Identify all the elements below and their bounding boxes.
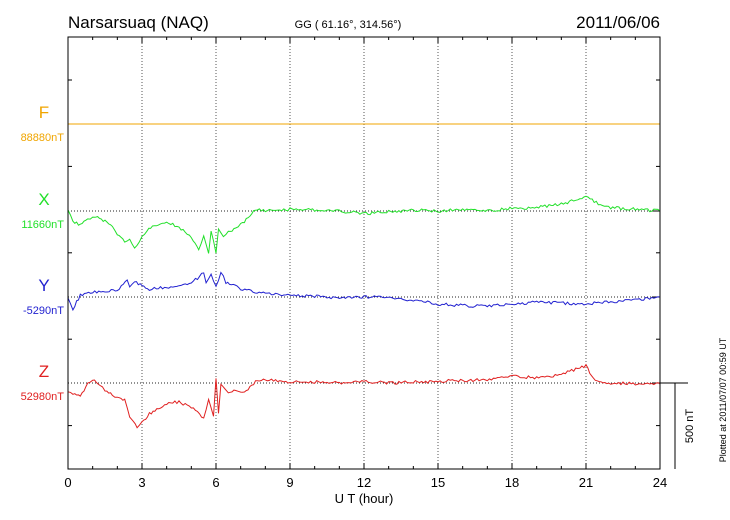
plotted-timestamp: Plotted at 2011/07/07 00:59 UT: [718, 337, 728, 462]
scale-bar-label: 500 nT: [684, 409, 696, 444]
series-baseline-y: -5290nT: [23, 305, 64, 317]
x-tick-label: 6: [212, 475, 219, 490]
scale-bar: 500 nT: [660, 382, 696, 469]
x-tick-label: 9: [286, 475, 293, 490]
series-baseline-f: 88880nT: [21, 132, 65, 144]
series-baseline-x: 11660nT: [21, 219, 64, 231]
x-tick-label: 21: [579, 475, 593, 490]
series-name-x: X: [38, 190, 49, 209]
series-name-y: Y: [38, 276, 49, 295]
series-line-z: [67, 363, 661, 429]
x-ticks: 0 3 6 9 12 15 18 21 24: [64, 37, 667, 490]
chart-date: 2011/06/06: [576, 13, 660, 32]
series-line-x: [67, 195, 661, 254]
station-coords: GG ( 61.16°, 314.56°): [295, 19, 402, 31]
series-name-f: F: [39, 103, 49, 122]
series-baseline-z: 52980nT: [21, 391, 65, 403]
series-name-z: Z: [39, 362, 49, 381]
grid: [141, 37, 587, 469]
x-tick-label: 15: [431, 475, 445, 490]
x-tick-label: 3: [138, 475, 145, 490]
x-tick-label: 18: [505, 475, 519, 490]
station-title: Narsarsuaq (NAQ): [68, 13, 209, 32]
x-tick-label: 0: [64, 475, 71, 490]
series-labels: F 88880nT X 11660nT Y -5290nT Z 52980nT: [21, 103, 65, 403]
x-axis-label: U T (hour): [335, 491, 394, 506]
series-lines: [67, 123, 661, 429]
x-tick-label: 12: [357, 475, 371, 490]
x-tick-label: 24: [653, 475, 667, 490]
series-line-y: [67, 271, 661, 312]
